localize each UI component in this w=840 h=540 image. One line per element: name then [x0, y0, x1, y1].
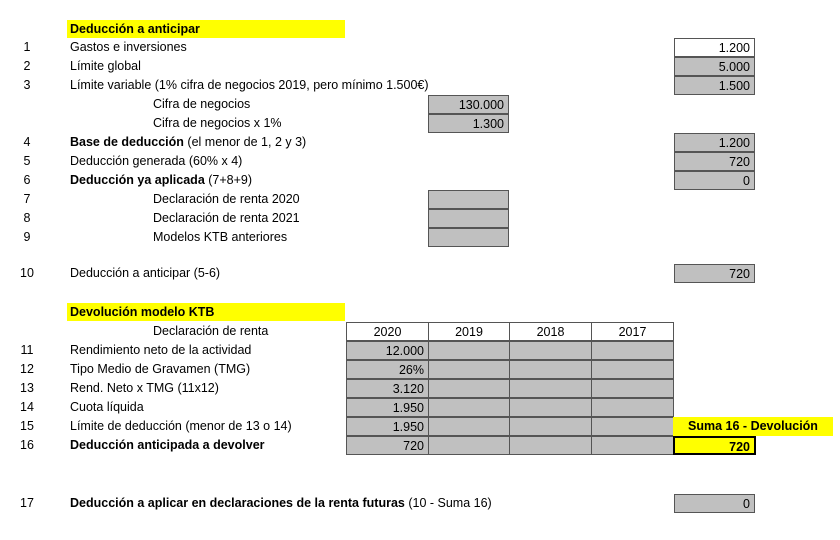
table-cell[interactable] [591, 417, 674, 436]
row-number: 6 [23, 173, 31, 187]
row-number: 15 [20, 419, 34, 433]
table-cell[interactable] [591, 436, 674, 455]
row-number: 4 [23, 135, 31, 149]
section-title-deduccion: Deducción a anticipar [67, 20, 345, 38]
row-label: Deducción anticipada a devolver [70, 438, 265, 452]
row-label: Gastos e inversiones [70, 40, 187, 54]
table-cell[interactable] [509, 341, 592, 360]
table-cell[interactable] [591, 398, 674, 417]
row-label: Deducción a aplicar en declaraciones de … [70, 496, 492, 510]
row-number: 2 [23, 59, 31, 73]
table-cell[interactable]: 1.950 [346, 398, 429, 417]
table-cell[interactable] [428, 341, 510, 360]
row-number: 1 [23, 40, 31, 54]
table-cell[interactable]: 12.000 [346, 341, 429, 360]
table-cell[interactable] [591, 360, 674, 379]
table-cell[interactable]: 26% [346, 360, 429, 379]
value-cell[interactable]: 1.200 [674, 133, 755, 152]
row-label: Cifra de negocios x 1% [153, 116, 282, 130]
section-title-devolucion: Devolución modelo KTB [67, 303, 345, 321]
value-cell[interactable]: 1.300 [428, 114, 509, 133]
row-label: Límite global [70, 59, 141, 73]
row-number: 7 [23, 192, 31, 206]
table-cell[interactable]: 720 [346, 436, 429, 455]
value-cell[interactable]: 0 [674, 171, 755, 190]
table-cell[interactable] [591, 341, 674, 360]
value-cell[interactable] [428, 228, 509, 247]
row-label: Modelos KTB anteriores [153, 230, 288, 244]
value-cell[interactable]: 1.500 [674, 76, 755, 95]
row-number: 5 [23, 154, 31, 168]
value-cell[interactable] [428, 209, 509, 228]
row-number: 14 [20, 400, 34, 414]
row-number: 12 [20, 362, 34, 376]
suma-value[interactable]: 720 [673, 436, 756, 455]
row-label: Deducción a anticipar (5-6) [70, 266, 221, 280]
year-header: 2017 [591, 322, 674, 341]
row-label: Cifra de negocios [153, 97, 251, 111]
table-cell[interactable] [428, 436, 510, 455]
value-cell[interactable]: 0 [674, 494, 755, 513]
table-cell[interactable] [509, 436, 592, 455]
row-label: Límite de deducción (menor de 13 o 14) [70, 419, 292, 433]
row-number: 10 [20, 266, 34, 280]
table-cell[interactable] [509, 360, 592, 379]
year-header: 2019 [428, 322, 510, 341]
row-number: 17 [20, 496, 34, 510]
value-cell[interactable]: 720 [674, 152, 755, 171]
year-header: 2020 [346, 322, 429, 341]
table-cell[interactable] [428, 379, 510, 398]
table-header-label: Declaración de renta [153, 324, 269, 338]
table-cell[interactable]: 3.120 [346, 379, 429, 398]
table-cell[interactable] [509, 398, 592, 417]
row-number: 3 [23, 78, 31, 92]
row-number: 8 [23, 211, 31, 225]
table-cell[interactable] [509, 379, 592, 398]
table-cell[interactable]: 1.950 [346, 417, 429, 436]
year-header: 2018 [509, 322, 592, 341]
row-label: Cuota líquida [70, 400, 144, 414]
value-cell[interactable]: 720 [674, 264, 755, 283]
row-label: Declaración de renta 2021 [153, 211, 300, 225]
row-number: 11 [20, 343, 34, 357]
row-number: 16 [20, 438, 34, 452]
row-label: Deducción ya aplicada (7+8+9) [70, 173, 253, 187]
row-label: Tipo Medio de Gravamen (TMG) [70, 362, 251, 376]
row-number: 13 [20, 381, 34, 395]
table-cell[interactable] [591, 379, 674, 398]
row-label: Límite variable (1% cifra de negocios 20… [70, 78, 429, 92]
value-cell[interactable]: 1.200 [674, 38, 755, 57]
value-cell[interactable]: 130.000 [428, 95, 509, 114]
row-label: Deducción generada (60% x 4) [70, 154, 243, 168]
suma-label: Suma 16 - Devolución [673, 417, 833, 436]
row-label: Rend. Neto x TMG (11x12) [70, 381, 219, 395]
value-cell[interactable]: 5.000 [674, 57, 755, 76]
value-cell[interactable] [428, 190, 509, 209]
row-label: Declaración de renta 2020 [153, 192, 300, 206]
row-label: Base de deducción (el menor de 1, 2 y 3) [70, 135, 307, 149]
table-cell[interactable] [428, 417, 510, 436]
table-cell[interactable] [509, 417, 592, 436]
row-number: 9 [23, 230, 31, 244]
row-label: Rendimiento neto de la actividad [70, 343, 252, 357]
table-cell[interactable] [428, 398, 510, 417]
table-cell[interactable] [428, 360, 510, 379]
